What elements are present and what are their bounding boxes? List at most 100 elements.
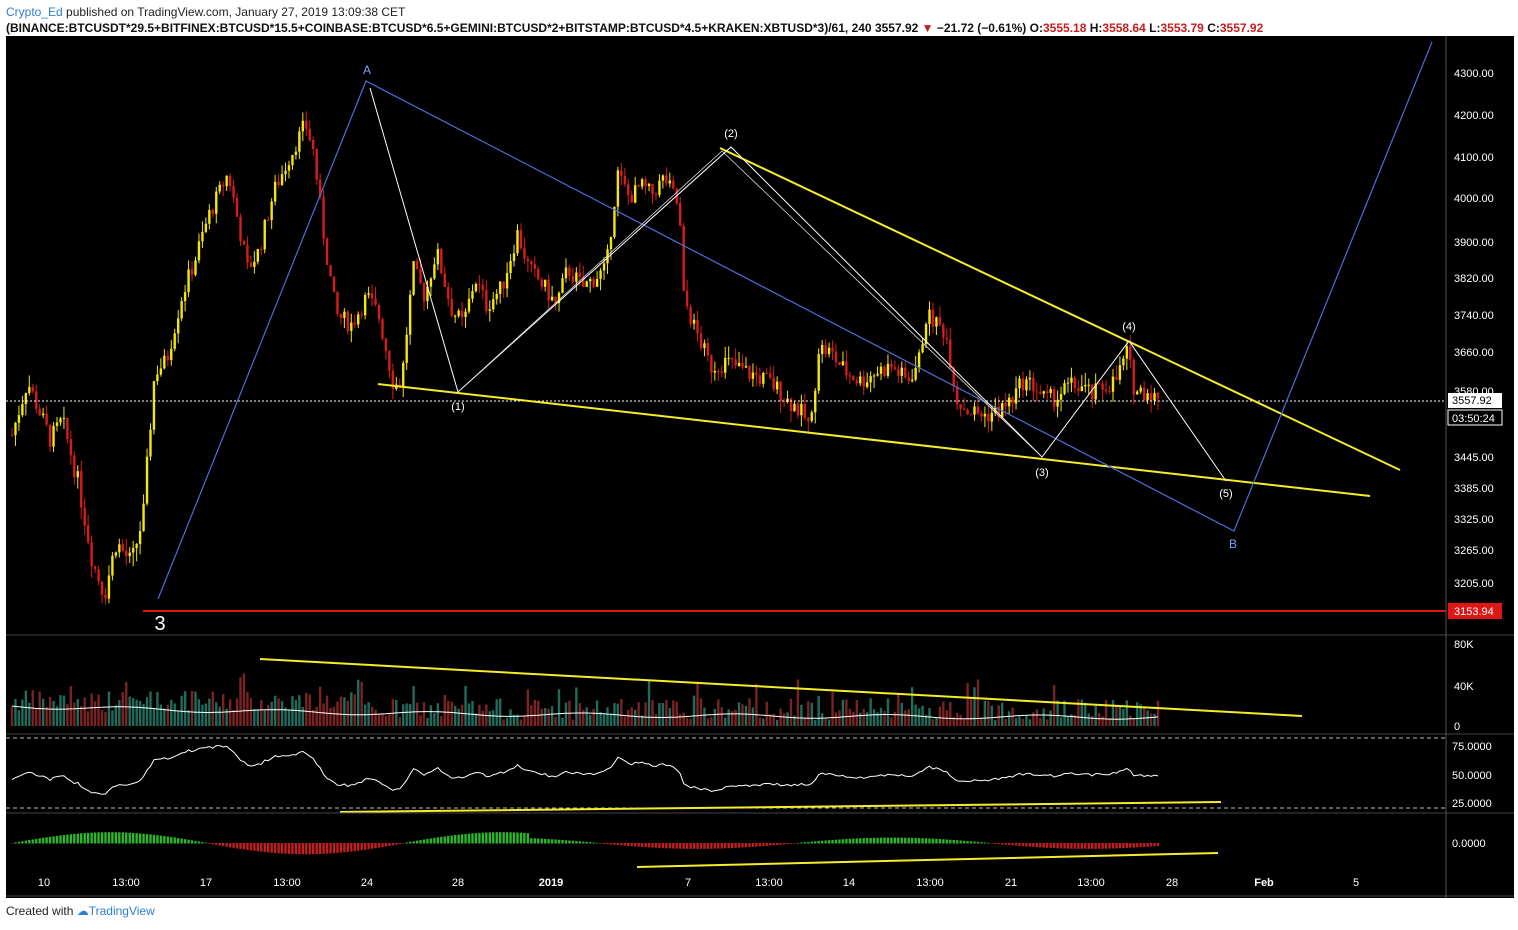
rsi-trendline (339, 801, 1222, 813)
low-value: 3553.79 (1160, 21, 1204, 35)
macd-bar (599, 843, 602, 844)
macd-bar (928, 838, 931, 844)
volume-bar (21, 699, 24, 726)
volume-bar (1136, 702, 1139, 726)
macd-bar (277, 843, 280, 854)
lower-wedge-line (377, 383, 1371, 497)
volume-bar (440, 716, 443, 726)
candle-body (1018, 378, 1021, 389)
volume-bar (1035, 709, 1039, 726)
candle-body (1108, 391, 1111, 393)
wave-label-1: (1) (451, 401, 464, 413)
volume-bar (852, 711, 855, 726)
candle-body (384, 338, 388, 352)
macd-bar (810, 841, 813, 844)
candle-body (910, 379, 914, 382)
macd-bar (841, 839, 845, 844)
candle-body (741, 363, 744, 368)
close-label: C: (1207, 21, 1220, 35)
macd-bar (845, 839, 848, 844)
author-link[interactable]: Crypto_Ed (6, 5, 63, 19)
candle-body (931, 309, 935, 327)
macd-bar (1063, 843, 1066, 849)
macd-bar (332, 843, 336, 854)
volume-bar (83, 697, 86, 726)
candle-body (713, 370, 717, 373)
volume-bar (315, 706, 318, 726)
candle-body (665, 175, 668, 184)
volume-bar (696, 681, 699, 726)
candle-body (983, 413, 987, 417)
candle-body (530, 261, 533, 265)
macd-bar (17, 841, 21, 844)
price-chart[interactable]: A B (1) (2) (3) (4) (5) 3 4300.00 4200.00 4100.00… (0, 36, 1518, 898)
volume-bar (775, 719, 779, 726)
macd-bar (685, 843, 689, 849)
candle-body (789, 398, 793, 412)
macd-bar (509, 832, 512, 844)
candle-body (336, 292, 339, 314)
countdown-tag (1447, 409, 1503, 426)
created-with: Created with (6, 904, 74, 918)
candle-body (879, 366, 883, 374)
volume-bar (904, 710, 907, 726)
volume-bar (332, 707, 336, 726)
time-tick-label: 28 (1166, 877, 1178, 889)
volume-bar (305, 692, 308, 726)
macd-bar (786, 843, 789, 845)
volume-bar (429, 705, 433, 726)
volume-bar (357, 679, 360, 726)
candle-body (1014, 388, 1018, 404)
volume-bar (343, 697, 346, 726)
candle-body (855, 380, 858, 384)
candle-body (21, 403, 24, 416)
macd-bar (592, 842, 595, 844)
tradingview-link[interactable]: TradingView (88, 904, 155, 918)
volume-bar (388, 712, 391, 726)
price-tick-label: 3265.00 (1454, 545, 1494, 557)
macd-bar (1000, 843, 1004, 845)
candle-body (197, 241, 201, 261)
price-tick-label: 4300.00 (1454, 68, 1494, 80)
candle-body (727, 357, 730, 359)
volume-bar (710, 717, 713, 726)
macd-bar (38, 838, 41, 844)
candle-body (595, 278, 599, 287)
macd-bar (917, 838, 921, 844)
candle-body (38, 408, 41, 416)
macd-bar (249, 843, 253, 851)
price-tick-label: 4200.00 (1454, 110, 1494, 122)
candle-body (377, 304, 381, 320)
macd-bar (10, 843, 14, 844)
volume-bar (782, 713, 786, 726)
volume-bar (872, 709, 876, 726)
volume-bar (831, 692, 834, 726)
macd-bar (138, 833, 142, 844)
candle-body (1021, 378, 1025, 391)
candle-body (170, 348, 173, 361)
candle-body (682, 225, 685, 291)
macd-bar (377, 843, 381, 848)
macd-bar (474, 833, 478, 844)
candle-body (1129, 346, 1132, 360)
macd-bar (852, 838, 855, 844)
candle-body (803, 403, 807, 419)
candle-body (630, 195, 633, 203)
candle-body (540, 279, 543, 287)
time-tick-label: 13:00 (112, 877, 140, 889)
macd-bar (66, 834, 69, 844)
volume-tick-label: 40K (1454, 681, 1474, 693)
volume-bar (1032, 712, 1035, 726)
volume-bar (834, 712, 838, 726)
macd-bar (45, 837, 48, 844)
macd-bar (405, 842, 408, 844)
candle-body (696, 319, 699, 334)
volume-bar (415, 702, 419, 726)
candle-body (422, 283, 426, 302)
volume-bar (942, 701, 945, 726)
candle-body (273, 181, 277, 202)
candle-body (547, 279, 550, 301)
candle-body (145, 456, 149, 504)
volume-bar (325, 695, 329, 726)
candle-body (647, 183, 651, 187)
